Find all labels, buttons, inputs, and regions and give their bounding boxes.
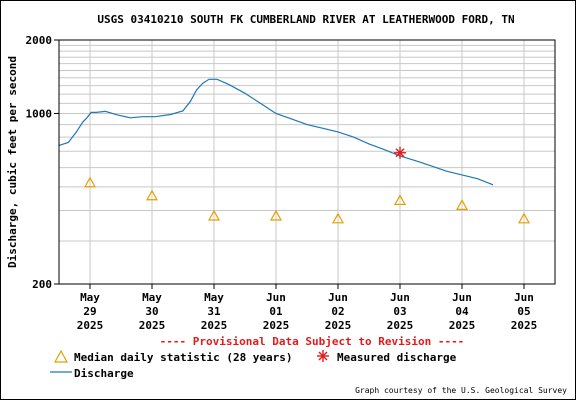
x-tick-label: Jun xyxy=(390,291,410,304)
x-tick-label: 31 xyxy=(207,305,221,318)
legend-triangle-icon xyxy=(53,349,69,363)
x-tick-labels: May292025May302025May312025Jun012025Jun0… xyxy=(77,284,538,332)
plot-border xyxy=(58,39,556,285)
median-triangle-point xyxy=(393,194,407,206)
x-tick-label: 2025 xyxy=(511,319,538,332)
x-tick-label: 2025 xyxy=(77,319,104,332)
x-tick-label: 03 xyxy=(393,305,406,318)
measured-asterisk-point xyxy=(394,146,406,159)
x-tick-label: 2025 xyxy=(263,319,290,332)
x-tick-label: 29 xyxy=(83,305,96,318)
legend-asterisk-icon xyxy=(317,350,329,362)
legend-item-median: Median daily statistic (28 years) xyxy=(53,349,293,364)
legend: Median daily statistic (28 years) Measur… xyxy=(50,349,457,380)
x-tick-label: Jun xyxy=(452,291,472,304)
x-tick-label: 2025 xyxy=(449,319,476,332)
asterisk-stroke xyxy=(395,148,405,158)
x-tick-label: 05 xyxy=(517,305,530,318)
provisional-notice: ---- Provisional Data Subject to Revisio… xyxy=(160,335,465,348)
graph-credit: Graph courtesy of the U.S. Geological Su… xyxy=(355,386,567,395)
series-layer xyxy=(58,78,531,224)
x-tick-label: Jun xyxy=(328,291,348,304)
x-tick-label: 01 xyxy=(269,305,283,318)
y-tick-label: 1000 xyxy=(26,107,53,120)
x-tick-label: 02 xyxy=(331,305,344,318)
x-tick-label: 2025 xyxy=(325,319,352,332)
y-tick-labels: 200 1000 2000 xyxy=(26,34,59,291)
grid-lines xyxy=(59,39,555,285)
x-tick-label: Jun xyxy=(514,291,534,304)
median-triangle-point xyxy=(83,176,97,188)
x-tick-label: 2025 xyxy=(387,319,414,332)
chart-title: USGS 03410210 SOUTH FK CUMBERLAND RIVER … xyxy=(97,13,514,26)
median-triangle-point xyxy=(269,209,283,221)
x-tick-label: 30 xyxy=(145,305,158,318)
legend-median-label: Median daily statistic (28 years) xyxy=(74,351,293,364)
median-triangle-point xyxy=(517,212,531,224)
y-tick-label: 2000 xyxy=(26,34,53,47)
median-triangle-point xyxy=(455,199,469,210)
x-tick-label: May xyxy=(80,291,100,304)
x-tick-label: 2025 xyxy=(139,319,166,332)
x-tick-label: May xyxy=(142,291,162,304)
legend-measured-label: Measured discharge xyxy=(337,351,457,364)
median-triangle-point xyxy=(207,209,221,221)
legend-item-discharge: Discharge xyxy=(50,367,134,380)
legend-discharge-label: Discharge xyxy=(74,367,134,380)
median-triangle-point xyxy=(145,189,159,201)
x-tick-label: May xyxy=(204,291,224,304)
legend-item-measured: Measured discharge xyxy=(317,350,457,364)
x-tick-label: Jun xyxy=(266,291,286,304)
y-axis-label: Discharge, cubic feet per second xyxy=(6,56,19,268)
x-tick-label: 2025 xyxy=(201,319,228,332)
y-tick-label: 200 xyxy=(32,278,52,291)
x-tick-label: 04 xyxy=(455,305,469,318)
median-triangle-point xyxy=(331,212,345,224)
